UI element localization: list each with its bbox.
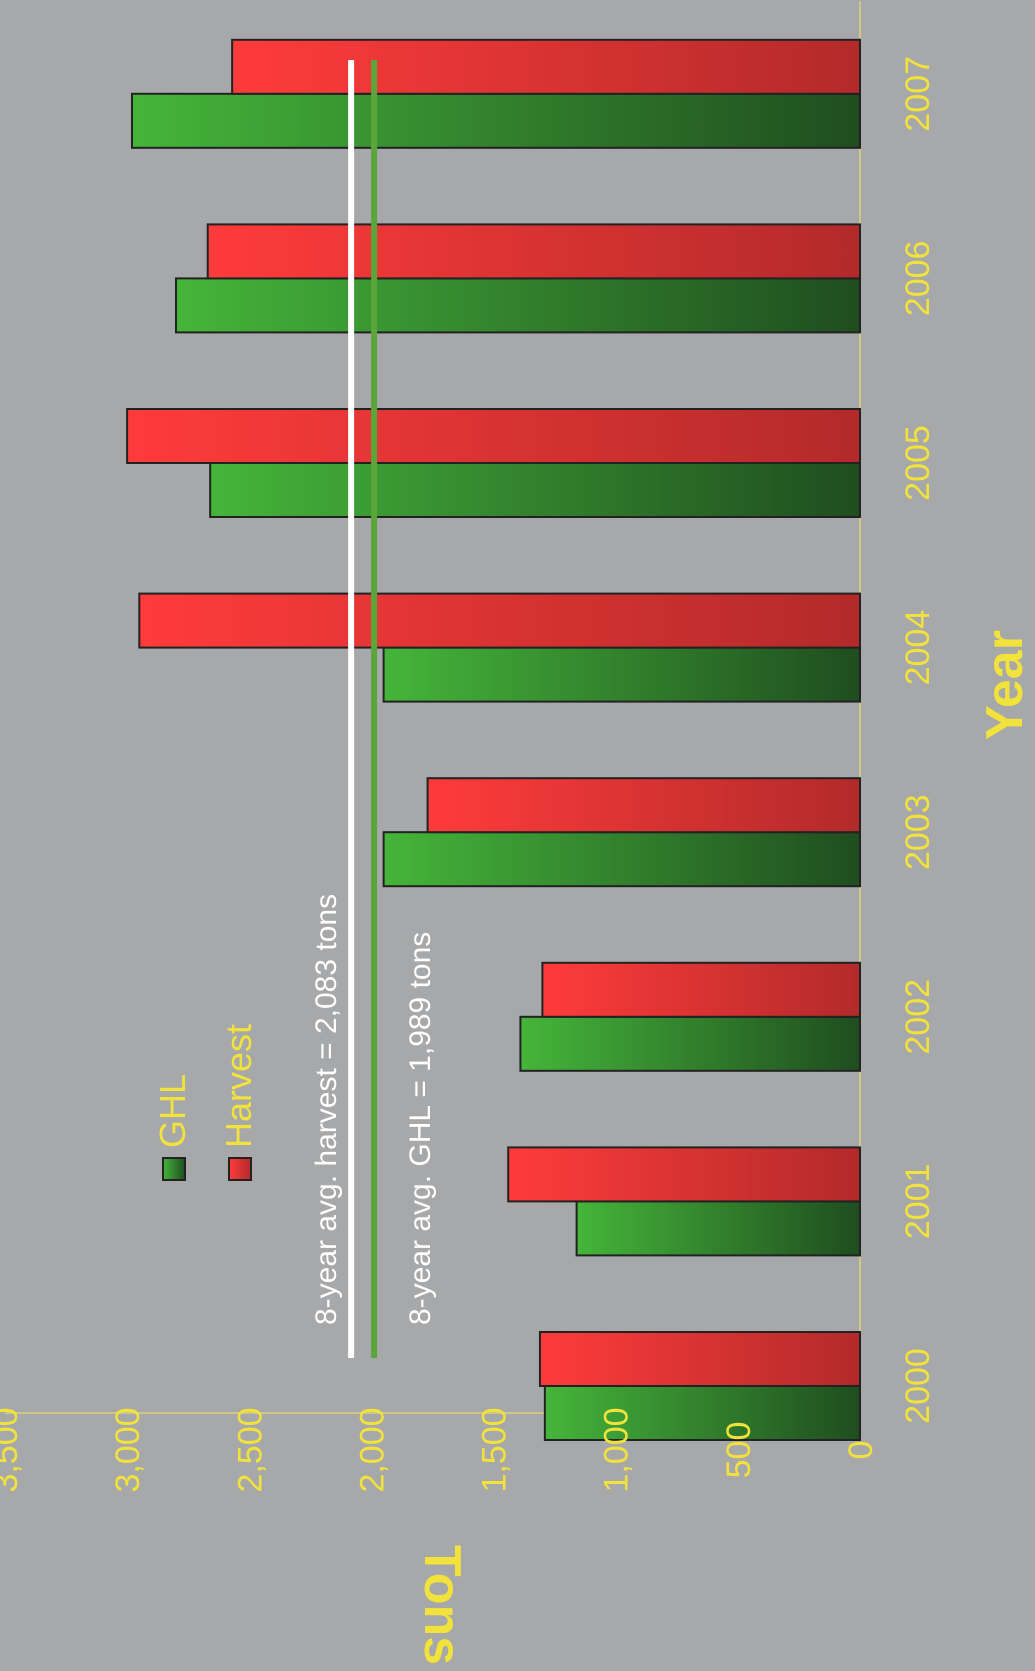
bar-ghl-2001 <box>575 1200 861 1257</box>
y-tick-label-0: 0 <box>842 1441 880 1460</box>
x-tick-label-2000: 2000 <box>899 1348 937 1424</box>
x-tick-label-2002: 2002 <box>899 979 937 1055</box>
bar-harvest-2003 <box>426 777 861 834</box>
y-axis-title: Tons <box>413 1545 471 1665</box>
legend-swatch-harvest <box>228 1157 252 1181</box>
y-tick-label-2500: 2,500 <box>231 1407 269 1492</box>
labels: 8-year avg. harvest = 2,083 tons 8-year a… <box>0 56 1034 1665</box>
y-tick-label-1500: 1,500 <box>476 1407 514 1492</box>
bar-ghl-2003 <box>382 831 861 888</box>
x-tick-label-2006: 2006 <box>899 241 937 317</box>
bar-ghl-2002 <box>519 1015 861 1072</box>
reference-line-label-harvest: 8-year avg. harvest = 2,083 tons <box>310 894 343 1325</box>
x-axis-title: Year <box>976 630 1034 740</box>
reference-line-label-ghl: 8-year avg. GHL = 1,989 tons <box>404 932 437 1325</box>
x-tick-label-2003: 2003 <box>899 794 937 870</box>
bar-ghl-2004 <box>382 646 861 703</box>
bar-harvest-2006 <box>206 223 861 280</box>
y-tick-label-1000: 1,000 <box>598 1407 636 1492</box>
x-tick-label-2007: 2007 <box>899 56 937 132</box>
legend-swatch-ghl <box>162 1157 186 1181</box>
y-tick-label-3500: 3,500 <box>0 1407 25 1492</box>
bar-harvest-2000 <box>538 1331 861 1387</box>
bar-harvest-2002 <box>541 961 861 1018</box>
y-tick-label-2000: 2,000 <box>353 1407 391 1492</box>
bar-ghl-2006 <box>174 277 861 334</box>
y-tick-label-500: 500 <box>720 1422 758 1479</box>
legend-label-harvest: Harvest <box>218 1024 259 1148</box>
bar-harvest-2007 <box>231 38 862 95</box>
x-tick-label-2005: 2005 <box>899 425 937 501</box>
y-tick-label-3000: 3,000 <box>109 1407 147 1492</box>
bar-ghl-2007 <box>130 92 861 149</box>
bar-harvest-2001 <box>507 1146 861 1203</box>
bar-ghl-2000 <box>543 1385 862 1441</box>
legend-label-ghl: GHL <box>152 1074 193 1148</box>
plot-area <box>4 1 862 1441</box>
x-tick-label-2001: 2001 <box>899 1164 937 1240</box>
x-tick-label-2004: 2004 <box>899 610 937 686</box>
bar-harvest-2004 <box>138 592 861 649</box>
bar-ghl-2005 <box>209 462 862 518</box>
bar-harvest-2005 <box>126 408 862 464</box>
